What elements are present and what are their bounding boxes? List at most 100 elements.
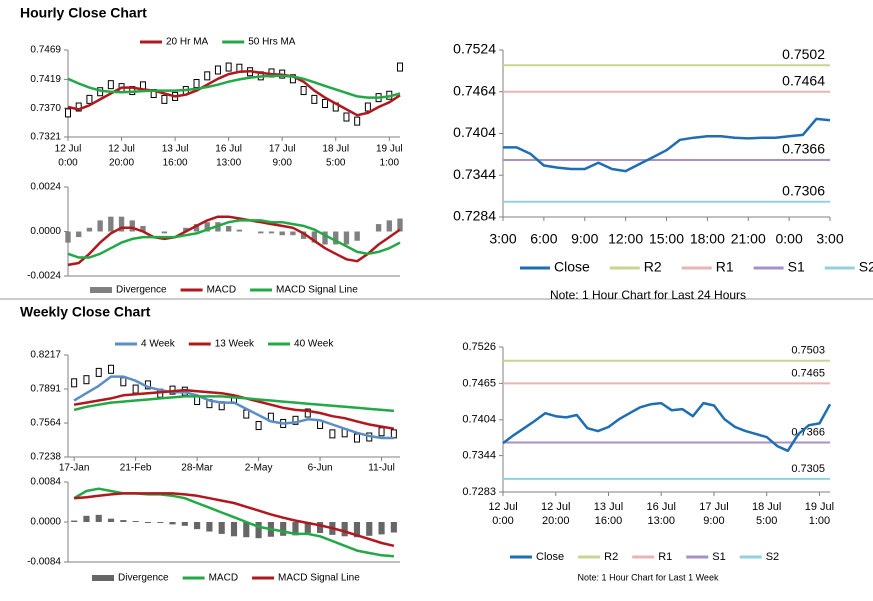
x-tick-label: 3:00 bbox=[489, 231, 516, 247]
bar bbox=[71, 520, 78, 522]
y-tick-label: 0.7344 bbox=[453, 166, 496, 182]
price-candle bbox=[243, 409, 250, 419]
x-tick-label: 5:00 bbox=[326, 158, 346, 169]
bar bbox=[204, 222, 210, 232]
bar bbox=[343, 231, 350, 245]
legend-label: Divergence bbox=[116, 285, 167, 296]
price-candle bbox=[95, 367, 102, 377]
y-tick-label: 0.0084 bbox=[30, 477, 61, 488]
chart-note: Note: 1 Hour Chart for Last 1 Week bbox=[578, 572, 719, 582]
x-tick-label: 16 Jul bbox=[647, 501, 676, 513]
series-line bbox=[73, 388, 395, 430]
y-tick-label: 0.8217 bbox=[30, 350, 61, 361]
price-candle bbox=[300, 86, 307, 96]
y-tick-label: 0.7370 bbox=[30, 103, 61, 114]
price-candle bbox=[120, 377, 127, 387]
price-candle bbox=[397, 62, 403, 72]
x-tick-label: 9:00 bbox=[703, 515, 724, 527]
series-line bbox=[67, 215, 401, 267]
bar bbox=[354, 231, 360, 241]
bar bbox=[353, 522, 361, 538]
price-candle bbox=[107, 80, 114, 90]
series-line bbox=[503, 117, 831, 173]
x-tick-label: 18:00 bbox=[690, 231, 725, 247]
y-tick-label: 0.0000 bbox=[30, 226, 61, 237]
series-line bbox=[502, 401, 832, 453]
bar bbox=[218, 522, 225, 534]
legend-label: S2 bbox=[766, 551, 779, 563]
price-candle bbox=[214, 65, 221, 75]
bar bbox=[144, 522, 151, 523]
bar bbox=[193, 224, 200, 232]
x-tick-label: 13 Jul bbox=[162, 144, 189, 155]
bar bbox=[292, 522, 299, 536]
x-tick-label: 12 Jul bbox=[541, 501, 570, 513]
series-line bbox=[67, 219, 401, 259]
bar bbox=[194, 522, 201, 530]
bar bbox=[140, 225, 146, 232]
level-label: 0.7465 bbox=[791, 367, 825, 379]
bar bbox=[120, 520, 127, 522]
bar bbox=[108, 216, 114, 232]
legend-label: 40 Week bbox=[294, 339, 334, 350]
x-tick-label: 13:00 bbox=[216, 158, 241, 169]
legend-label: 20 Hr MA bbox=[166, 37, 209, 48]
x-tick-label: 16:00 bbox=[595, 515, 623, 527]
series-line bbox=[73, 492, 395, 548]
bar bbox=[225, 225, 232, 232]
price-candle bbox=[75, 102, 82, 112]
y-tick-label: 0.7526 bbox=[462, 341, 496, 353]
x-tick-label: 16 Jul bbox=[215, 144, 242, 155]
bar bbox=[236, 229, 243, 232]
x-tick-label: 0:00 bbox=[492, 515, 513, 527]
x-tick-label: 28-Mar bbox=[181, 463, 213, 474]
x-tick-label: 0:00 bbox=[58, 158, 78, 169]
x-tick-label: 21-Feb bbox=[120, 463, 152, 474]
bar bbox=[390, 522, 397, 533]
bar bbox=[132, 521, 139, 522]
bar bbox=[97, 220, 103, 232]
legend-label: MACD bbox=[209, 573, 238, 584]
x-tick-label: 17-Jan bbox=[59, 463, 90, 474]
price-candle bbox=[255, 421, 262, 431]
price-candle bbox=[193, 79, 200, 89]
x-tick-label: 1:00 bbox=[380, 158, 400, 169]
series-line bbox=[73, 395, 395, 413]
x-tick-label: 2-May bbox=[245, 463, 273, 474]
legend-label: S1 bbox=[788, 259, 805, 275]
x-tick-label: 6-Jun bbox=[308, 463, 333, 474]
bar bbox=[107, 518, 115, 522]
legend-label: R1 bbox=[716, 259, 734, 275]
level-label: 0.7464 bbox=[782, 72, 825, 88]
bar bbox=[333, 231, 339, 245]
legend-label: 50 Hrs MA bbox=[248, 37, 296, 48]
legend-label: MACD Signal Line bbox=[278, 573, 360, 584]
price-candle bbox=[225, 62, 232, 72]
x-tick-label: 21:00 bbox=[731, 231, 766, 247]
price-candle bbox=[322, 98, 329, 108]
bar bbox=[76, 231, 82, 238]
bar bbox=[65, 231, 71, 243]
series-line bbox=[67, 74, 401, 99]
bar bbox=[230, 522, 238, 537]
level-label: 0.7366 bbox=[782, 141, 825, 157]
price-candle bbox=[108, 364, 115, 374]
bar bbox=[268, 231, 275, 234]
bar bbox=[317, 522, 324, 533]
bar bbox=[206, 522, 213, 532]
section-heading: Hourly Close Chart bbox=[20, 5, 147, 21]
level-label: 0.7306 bbox=[782, 182, 825, 198]
price-candle bbox=[132, 384, 139, 394]
price-candle bbox=[390, 429, 397, 439]
x-tick-label: 16:00 bbox=[163, 158, 188, 169]
x-tick-label: 17 Jul bbox=[699, 501, 728, 513]
y-tick-label: 0.7469 bbox=[30, 45, 61, 56]
bar bbox=[129, 220, 135, 232]
price-candle bbox=[353, 433, 360, 443]
x-tick-label: 19 Jul bbox=[805, 501, 834, 513]
bar bbox=[161, 231, 168, 234]
legend-label: 4 Week bbox=[141, 339, 176, 350]
y-tick-label: 0.7404 bbox=[453, 124, 496, 140]
legend-label: Close bbox=[554, 259, 590, 275]
